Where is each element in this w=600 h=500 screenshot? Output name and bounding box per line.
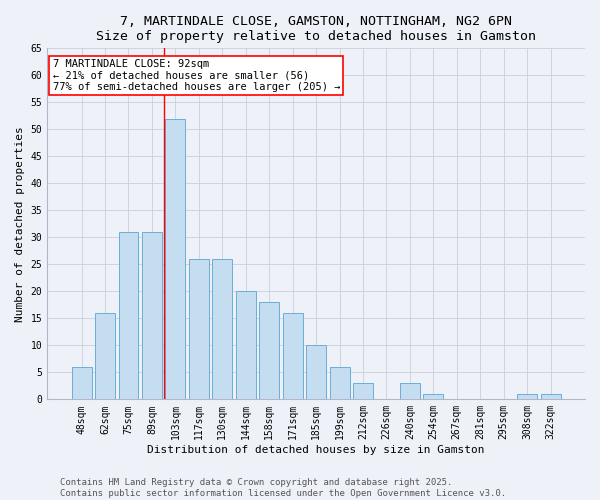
Title: 7, MARTINDALE CLOSE, GAMSTON, NOTTINGHAM, NG2 6PN
Size of property relative to d: 7, MARTINDALE CLOSE, GAMSTON, NOTTINGHAM… <box>96 15 536 43</box>
Bar <box>306 346 326 400</box>
Bar <box>541 394 560 400</box>
Bar <box>189 259 209 400</box>
Bar <box>119 232 139 400</box>
Text: Contains HM Land Registry data © Crown copyright and database right 2025.
Contai: Contains HM Land Registry data © Crown c… <box>60 478 506 498</box>
Bar <box>329 367 350 400</box>
Y-axis label: Number of detached properties: Number of detached properties <box>15 126 25 322</box>
Text: 7 MARTINDALE CLOSE: 92sqm
← 21% of detached houses are smaller (56)
77% of semi-: 7 MARTINDALE CLOSE: 92sqm ← 21% of detac… <box>53 59 340 92</box>
Bar <box>283 313 302 400</box>
Bar <box>166 118 185 400</box>
Bar <box>424 394 443 400</box>
Bar <box>212 259 232 400</box>
X-axis label: Distribution of detached houses by size in Gamston: Distribution of detached houses by size … <box>148 445 485 455</box>
Bar <box>236 292 256 400</box>
Bar <box>353 383 373 400</box>
Bar <box>71 367 92 400</box>
Bar <box>517 394 537 400</box>
Bar <box>142 232 162 400</box>
Bar <box>95 313 115 400</box>
Bar <box>259 302 279 400</box>
Bar <box>400 383 420 400</box>
